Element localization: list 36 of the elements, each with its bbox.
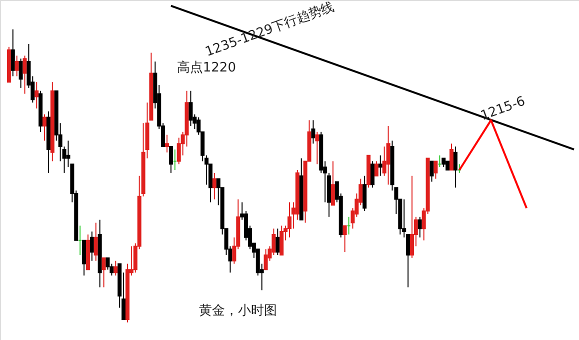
annotation: 黄金，小时图 [199, 304, 278, 319]
candlestick [386, 126, 390, 186]
candlestick [34, 82, 39, 109]
candlestick [188, 90, 193, 127]
candlestick [165, 134, 170, 153]
candlestick [330, 160, 335, 206]
candlestick [410, 175, 414, 258]
candlestick [315, 131, 320, 165]
candlestick [434, 160, 438, 180]
candlestick [22, 55, 27, 94]
candlestick [114, 260, 118, 276]
candlestick [453, 146, 458, 188]
candlestick [90, 231, 94, 262]
candlestick [18, 58, 23, 88]
candlestick [450, 143, 454, 170]
candlestick [288, 202, 292, 238]
candlestick [378, 154, 382, 176]
candlestick [10, 28, 15, 77]
candlestick [370, 160, 374, 188]
candlestick [264, 248, 268, 270]
candlestick [94, 222, 98, 262]
annotation: 高点1220 [176, 59, 236, 76]
candlestick [374, 160, 378, 176]
candlestick [342, 225, 347, 253]
candlestick [280, 225, 284, 256]
candlestick [168, 146, 173, 174]
candlestick [82, 240, 86, 276]
candlestick [276, 228, 280, 256]
candlestick [42, 114, 47, 142]
candlestick [418, 216, 422, 238]
candlestick [430, 160, 434, 182]
candlestick [102, 257, 106, 288]
candlestick [362, 175, 367, 212]
candlestick [212, 172, 216, 200]
candlestick [311, 120, 316, 144]
candlestick [14, 55, 19, 77]
